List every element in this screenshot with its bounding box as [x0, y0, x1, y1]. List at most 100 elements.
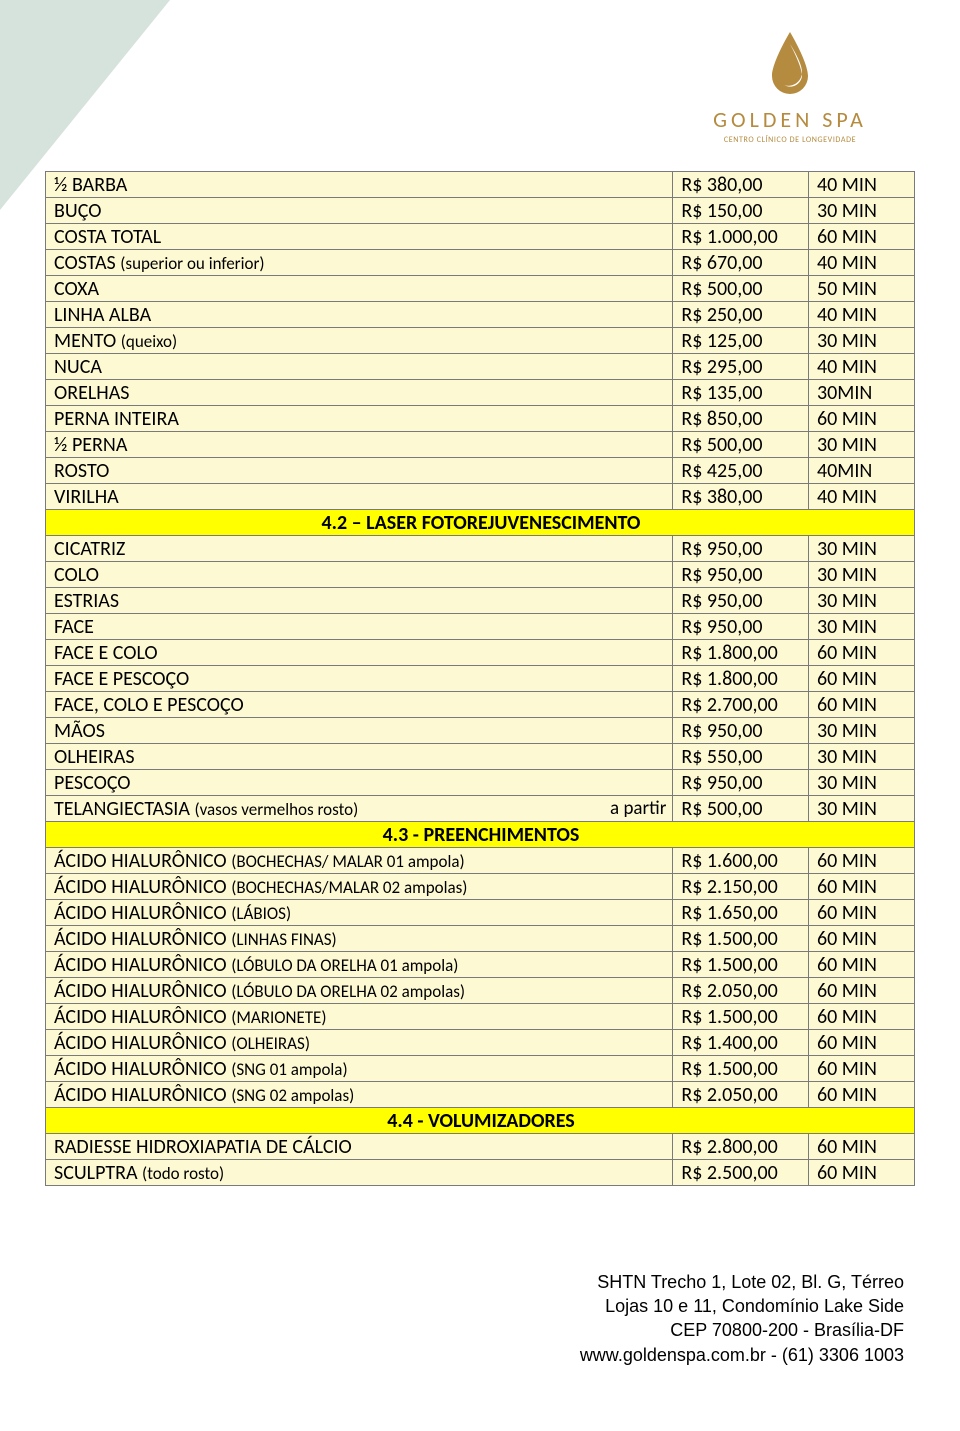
service-duration: 30MIN — [809, 380, 915, 406]
service-price: R$ 2.500,00 — [673, 1160, 809, 1186]
service-duration: 30 MIN — [809, 770, 915, 796]
service-price: R$ 2.050,00 — [673, 978, 809, 1004]
table-row: PERNA INTEIRAR$ 850,0060 MIN — [46, 406, 915, 432]
service-name: PERNA INTEIRA — [54, 407, 179, 431]
table-row: VIRILHAR$ 380,0040 MIN — [46, 484, 915, 510]
footer-address: SHTN Trecho 1, Lote 02, Bl. G, Térreo Lo… — [580, 1270, 904, 1367]
service-duration: 40 MIN — [809, 484, 915, 510]
service-name: ÁCIDO HIALURÔNICO — [54, 875, 227, 899]
table-row: ÁCIDO HIALURÔNICO (LINHAS FINAS)R$ 1.500… — [46, 926, 915, 952]
service-price: R$ 950,00 — [673, 562, 809, 588]
service-name-cell: MENTO (queixo) — [46, 328, 673, 354]
service-name: TELANGIECTASIA — [54, 797, 190, 821]
service-sub: (LINHAS FINAS) — [231, 929, 337, 950]
service-name-cell: COSTA TOTAL — [46, 224, 673, 250]
table-row: BUÇOR$ 150,0030 MIN — [46, 198, 915, 224]
service-name: ÁCIDO HIALURÔNICO — [54, 849, 227, 873]
service-duration: 30 MIN — [809, 198, 915, 224]
table-row: LINHA ALBAR$ 250,0040 MIN — [46, 302, 915, 328]
service-name-cell: NUCA — [46, 354, 673, 380]
service-name-cell: COSTAS (superior ou inferior) — [46, 250, 673, 276]
brand-logo: GOLDEN SPA CENTRO CLÍNICO DE LONGEVIDADE — [680, 28, 900, 145]
service-price: R$ 500,00 — [673, 432, 809, 458]
service-duration: 60 MIN — [809, 224, 915, 250]
service-name: MÃOS — [54, 719, 105, 743]
service-name-cell: ÁCIDO HIALURÔNICO (LINHAS FINAS) — [46, 926, 673, 952]
table-row: NUCAR$ 295,0040 MIN — [46, 354, 915, 380]
section-header: 4.4 - VOLUMIZADORES — [46, 1108, 915, 1134]
service-name: FACE, COLO E PESCOÇO — [54, 693, 244, 717]
service-duration: 60 MIN — [809, 1030, 915, 1056]
service-name: FACE E PESCOÇO — [54, 667, 189, 691]
table-row: CICATRIZR$ 950,0030 MIN — [46, 536, 915, 562]
table-row: TELANGIECTASIA (vasos vermelhos rosto)a … — [46, 796, 915, 822]
section-header: 4.2 – LASER FOTOREJUVENESCIMENTO — [46, 510, 915, 536]
service-name: ÁCIDO HIALURÔNICO — [54, 901, 227, 925]
table-row: MÃOS R$ 950,0030 MIN — [46, 718, 915, 744]
table-row: COLOR$ 950,0030 MIN — [46, 562, 915, 588]
service-price: R$ 670,00 — [673, 250, 809, 276]
service-name: SCULPTRA — [54, 1161, 138, 1185]
service-duration: 40 MIN — [809, 250, 915, 276]
service-duration: 60 MIN — [809, 978, 915, 1004]
service-name: FACE — [54, 615, 94, 639]
service-price: R$ 1.500,00 — [673, 1004, 809, 1030]
service-duration: 60 MIN — [809, 692, 915, 718]
service-name: COLO — [54, 563, 99, 587]
service-name-cell: LINHA ALBA — [46, 302, 673, 328]
service-price: R$ 135,00 — [673, 380, 809, 406]
service-name-cell: CICATRIZ — [46, 536, 673, 562]
service-name-cell: SCULPTRA (todo rosto) — [46, 1160, 673, 1186]
service-price: R$ 425,00 — [673, 458, 809, 484]
service-duration: 60 MIN — [809, 1134, 915, 1160]
service-duration: 30 MIN — [809, 614, 915, 640]
service-duration: 30 MIN — [809, 718, 915, 744]
service-price: R$ 950,00 — [673, 770, 809, 796]
service-name-cell: BUÇO — [46, 198, 673, 224]
service-sub: (todo rosto) — [142, 1163, 224, 1184]
service-name: ÁCIDO HIALURÔNICO — [54, 927, 227, 951]
service-name: ÁCIDO HIALURÔNICO — [54, 1083, 227, 1107]
service-price: R$ 1.800,00 — [673, 640, 809, 666]
service-duration: 60 MIN — [809, 1004, 915, 1030]
service-price: R$ 550,00 — [673, 744, 809, 770]
table-row: ½ PERNAR$ 500,0030 MIN — [46, 432, 915, 458]
table-row: FACE E PESCOÇOR$ 1.800,0060 MIN — [46, 666, 915, 692]
service-name-cell: COXA — [46, 276, 673, 302]
service-price: R$ 1.600,00 — [673, 848, 809, 874]
service-price: R$ 1.500,00 — [673, 926, 809, 952]
table-row: FACE E COLOR$ 1.800,0060 MIN — [46, 640, 915, 666]
table-row: FACER$ 950,0030 MIN — [46, 614, 915, 640]
service-price: R$ 950,00 — [673, 718, 809, 744]
service-price: R$ 500,00 — [673, 276, 809, 302]
service-name: FACE E COLO — [54, 641, 158, 665]
drop-icon — [762, 28, 818, 100]
table-row: RADIESSE HIDROXIAPATIA DE CÁLCIOR$ 2.800… — [46, 1134, 915, 1160]
service-name: RADIESSE HIDROXIAPATIA DE CÁLCIO — [54, 1135, 352, 1159]
service-duration: 40 MIN — [809, 302, 915, 328]
service-price: R$ 2.150,00 — [673, 874, 809, 900]
service-price: R$ 295,00 — [673, 354, 809, 380]
service-price: R$ 500,00 — [673, 796, 809, 822]
service-sub: (superior ou inferior) — [120, 253, 264, 274]
table-row: COSTAS (superior ou inferior)R$ 670,0040… — [46, 250, 915, 276]
service-name-cell: ROSTO — [46, 458, 673, 484]
service-name-cell: VIRILHA — [46, 484, 673, 510]
service-name-cell: ESTRIAS — [46, 588, 673, 614]
service-sub: (LÓBULO DA ORELHA 02 ampolas) — [231, 981, 465, 1002]
service-name-cell: TELANGIECTASIA (vasos vermelhos rosto)a … — [46, 796, 673, 822]
service-sub: (LÓBULO DA ORELHA 01 ampola) — [231, 955, 458, 976]
service-name: COSTA TOTAL — [54, 225, 161, 249]
service-sub: (OLHEIRAS) — [231, 1033, 310, 1054]
service-price: R$ 1.500,00 — [673, 1056, 809, 1082]
service-price: R$ 250,00 — [673, 302, 809, 328]
service-price: R$ 950,00 — [673, 588, 809, 614]
table-row: COXAR$ 500,0050 MIN — [46, 276, 915, 302]
service-name-cell: ÁCIDO HIALURÔNICO (BOCHECHAS/ MALAR 01 a… — [46, 848, 673, 874]
service-duration: 60 MIN — [809, 926, 915, 952]
service-name-cell: FACE E COLO — [46, 640, 673, 666]
service-name-cell: ½ BARBA — [46, 172, 673, 198]
table-row: ÁCIDO HIALURÔNICO (BOCHECHAS/ MALAR 01 a… — [46, 848, 915, 874]
service-price: R$ 1.400,00 — [673, 1030, 809, 1056]
service-duration: 60 MIN — [809, 666, 915, 692]
